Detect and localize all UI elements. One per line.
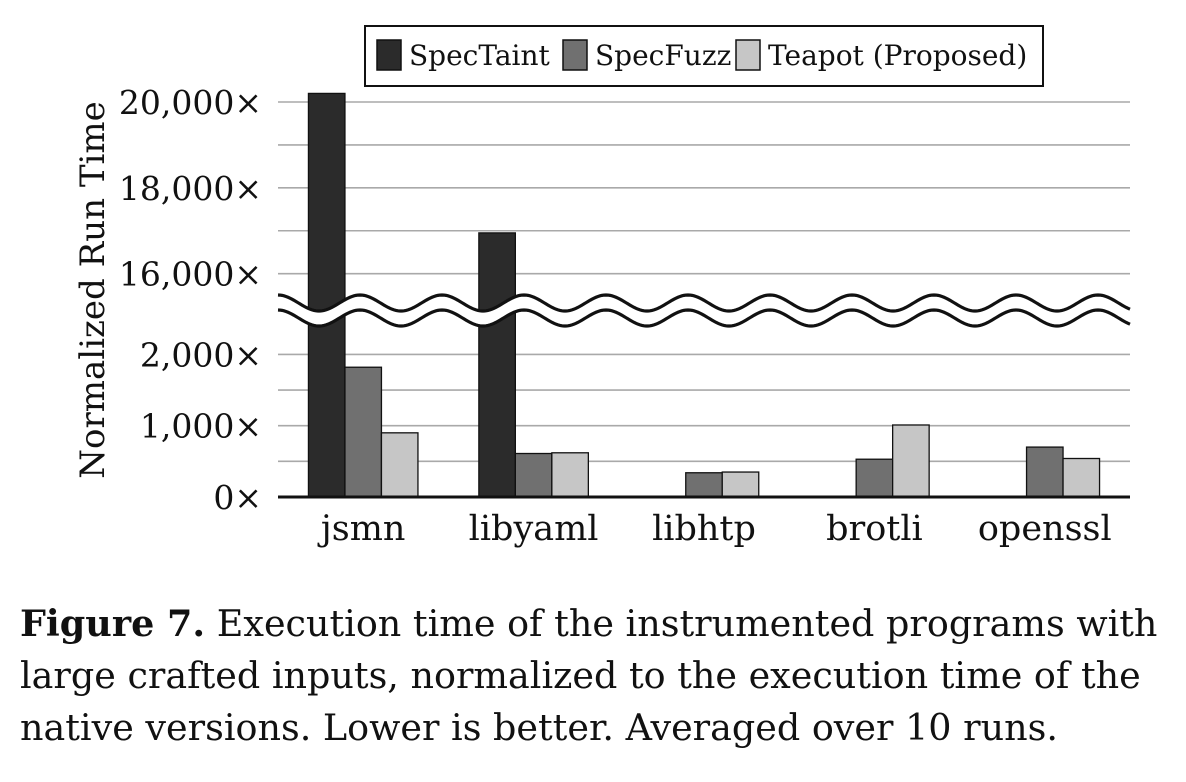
caption-label: Figure 7. — [20, 602, 206, 645]
bar-specfuzz-libhtp — [685, 472, 723, 498]
bar-specfuzz-openssl — [1025, 446, 1064, 498]
bar-spectaint-jsmn — [307, 92, 346, 498]
legend-box — [364, 25, 1044, 87]
x-tick-label: libhtp — [652, 509, 756, 549]
bar-spectaint-libyaml — [478, 232, 517, 498]
caption-text: Execution time of the instrumented progr… — [20, 602, 1158, 749]
x-tick-label: libyaml — [469, 509, 599, 549]
x-tick-label: jsmn — [317, 509, 406, 549]
bar-specfuzz-jsmn — [344, 366, 383, 498]
bar-specfuzz-brotli — [855, 458, 894, 498]
y-tick-label: 16,000× — [119, 255, 262, 294]
axis-break-line-top — [277, 293, 1131, 313]
bar-teapot-proposed--openssl — [1062, 457, 1101, 498]
legend-label: SpecFuzz — [595, 39, 731, 72]
figure-caption: Figure 7. Execution time of the instrume… — [20, 598, 1180, 754]
x-tick-label: openssl — [978, 509, 1112, 549]
x-tick-label: brotli — [826, 509, 923, 549]
bar-teapot-proposed--brotli — [892, 424, 930, 498]
legend-label: Teapot (Proposed) — [768, 39, 1027, 72]
legend-swatch — [735, 39, 761, 71]
legend-swatch — [562, 39, 588, 71]
y-tick-label: 18,000× — [119, 169, 262, 208]
y-axis-title: Normalized Run Time — [73, 101, 113, 478]
bar-specfuzz-libyaml — [514, 452, 553, 498]
bar-teapot-proposed--jsmn — [380, 432, 419, 498]
bar-teapot-proposed--libhtp — [721, 471, 760, 498]
legend-label: SpecTaint — [409, 39, 551, 72]
y-tick-label: 1,000× — [140, 407, 262, 446]
y-tick-label: 2,000× — [140, 335, 262, 374]
bar-teapot-proposed--libyaml — [551, 452, 589, 498]
y-tick-label: 20,000× — [119, 83, 262, 122]
bar-chart: 0× 1,000× 2,000× 16,000× 18,000× 20,000× jsmn l… — [73, 25, 1131, 549]
legend-swatch — [376, 39, 402, 71]
y-tick-label: 0× — [213, 478, 262, 517]
axis-break-line-bottom — [277, 308, 1131, 328]
